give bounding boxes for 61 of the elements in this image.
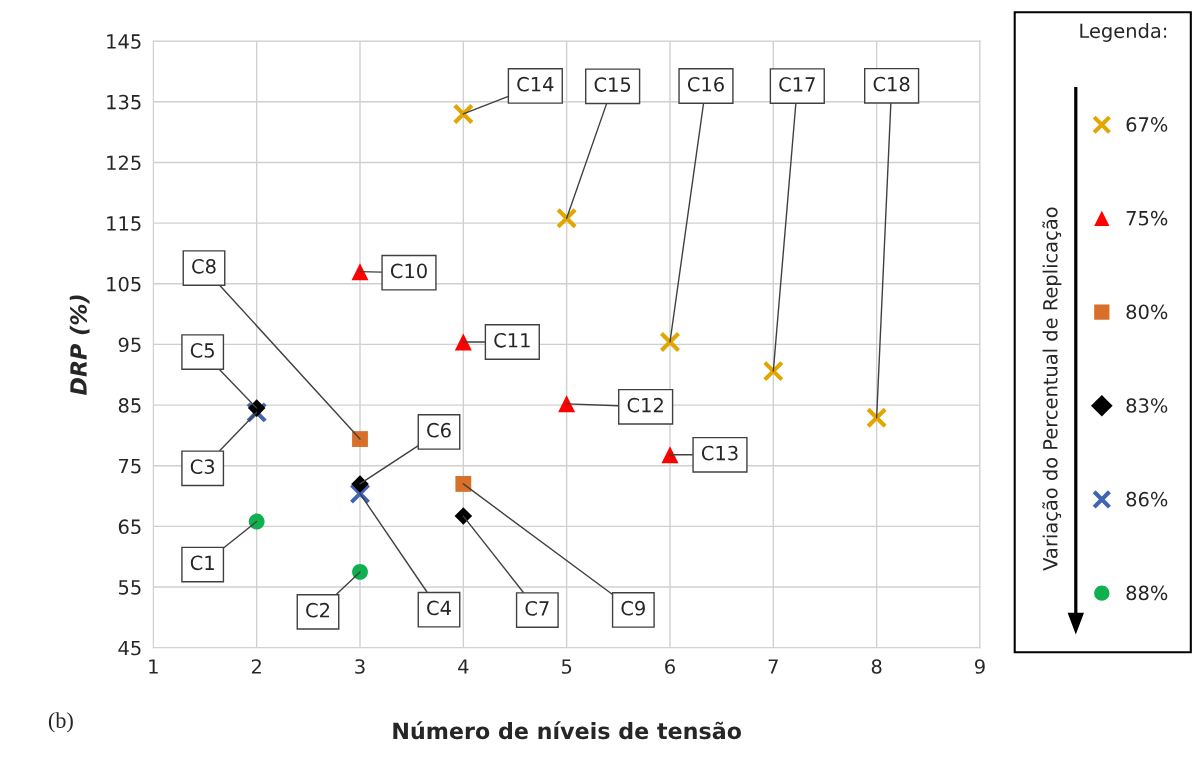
annotation: C17 xyxy=(779,77,815,92)
point xyxy=(452,103,474,125)
x-tick-label: 6 xyxy=(665,659,675,674)
y-tick-label: 85 xyxy=(118,398,141,413)
text: Variação do Percentual de Replicação xyxy=(1042,207,1062,571)
point xyxy=(352,431,368,447)
y-tick-label: 115 xyxy=(107,216,141,231)
annotation: C10 xyxy=(390,263,427,279)
annotation: C14 xyxy=(517,76,554,92)
y-tick-label: 75 xyxy=(119,458,141,474)
legend-label: 83% xyxy=(1126,398,1168,413)
annotation: C12 xyxy=(627,397,663,413)
legend-label: 86% xyxy=(1126,491,1168,507)
y-tick-label: 55 xyxy=(118,580,141,595)
y-tick-label: 145 xyxy=(107,34,141,49)
y-tick-label: 135 xyxy=(107,94,141,110)
point xyxy=(661,446,679,464)
point xyxy=(866,407,888,429)
annotation: C15 xyxy=(594,77,631,92)
annotation: C13 xyxy=(701,445,738,461)
legend-title: Legenda: xyxy=(1080,23,1167,42)
annotation: C5 xyxy=(190,343,214,358)
annotation: C4 xyxy=(427,600,451,616)
legend-label: 67% xyxy=(1126,117,1168,132)
point xyxy=(454,507,473,525)
x-tick-label: 3 xyxy=(355,659,365,674)
x-tick-label: 1 xyxy=(149,659,158,674)
x-tick-label: 5 xyxy=(561,659,572,674)
annotation: C16 xyxy=(687,76,724,92)
x-tick-label: 8 xyxy=(871,659,882,674)
annotation: C3 xyxy=(190,459,215,474)
annotation: C11 xyxy=(494,332,530,348)
legend-label: 80% xyxy=(1126,304,1168,320)
point xyxy=(248,513,265,530)
y-tick-label: 45 xyxy=(118,640,141,656)
x-axis-title: Número de níveis de tensão xyxy=(393,721,742,740)
x-tick-label: 4 xyxy=(458,659,469,674)
x-tick-label: 2 xyxy=(251,659,261,674)
point xyxy=(352,563,368,580)
point xyxy=(351,263,369,281)
legend-label: 75% xyxy=(1126,210,1168,226)
y-tick-label: 125 xyxy=(107,155,141,171)
legend-label: 88% xyxy=(1126,585,1168,601)
point xyxy=(762,360,784,382)
annotation: C9 xyxy=(621,600,645,616)
y-tick-label: 95 xyxy=(118,337,141,353)
annotation: C6 xyxy=(427,422,451,438)
annotation: C8 xyxy=(192,258,216,274)
annotation: C18 xyxy=(873,76,910,92)
annotation: C2 xyxy=(306,602,330,618)
y-tick-label: 105 xyxy=(107,276,141,292)
point xyxy=(455,476,472,492)
point xyxy=(247,399,266,417)
annotation: C7 xyxy=(525,601,549,616)
x-tick-label: 7 xyxy=(768,659,778,674)
annotation: C1 xyxy=(190,555,214,571)
y-tick-label: 65 xyxy=(118,519,141,535)
x-tick-label: 9 xyxy=(975,659,985,674)
y-axis-title: DRP (%) xyxy=(69,295,90,396)
point xyxy=(454,333,472,351)
text: (b) xyxy=(48,712,73,733)
